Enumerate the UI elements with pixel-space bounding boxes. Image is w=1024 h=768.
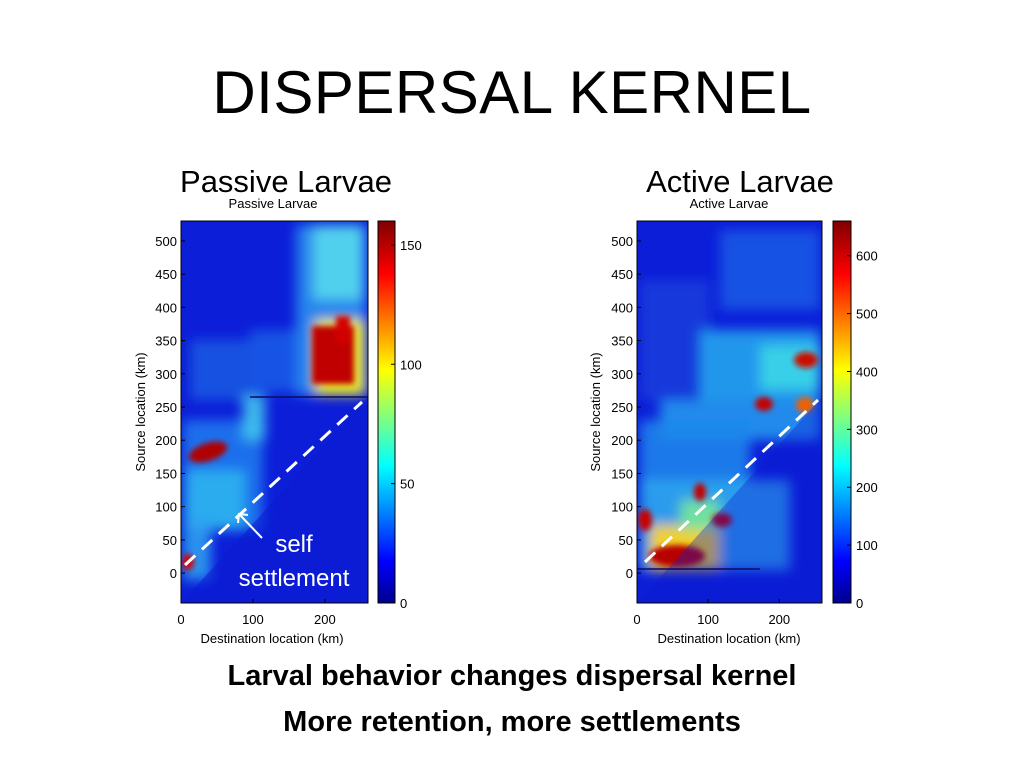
colorbar-tick-label: 100 — [856, 538, 878, 553]
hotspot — [188, 441, 228, 463]
hotspot — [336, 316, 350, 342]
lower-triangle-region — [637, 397, 822, 603]
heatmap-active-field — [637, 230, 822, 603]
heatmap-passive-ticks: 0 100 200 0 50 100 150 200 250 300 350 400 450 500 — [155, 234, 335, 627]
lower-triangle-region — [181, 397, 368, 603]
annotation-line-2: settlement — [239, 565, 350, 592]
hotspot — [694, 483, 706, 501]
heatmap-passive: Passive Larvae — [133, 196, 422, 646]
colorbar-tick-label: 150 — [400, 238, 422, 253]
colorbar-tick-label: 0 — [856, 596, 863, 611]
y-tick-label: 50 — [163, 533, 177, 548]
x-tick-label: 100 — [242, 612, 264, 627]
colorbar-tick-label: 500 — [856, 307, 878, 322]
heatmap-active-ticks: 0 100 200 0 50 100 150 200 250 300 350 400 450 500 — [611, 234, 790, 627]
heatmap-passive-title: Passive Larvae — [229, 196, 318, 211]
hotspot — [796, 397, 814, 413]
hotspot — [755, 397, 773, 411]
y-tick-label: 500 — [155, 234, 177, 249]
heatmap-passive-frame — [180, 220, 369, 604]
x-tick-label: 100 — [697, 612, 719, 627]
y-tick-label: 350 — [155, 334, 177, 349]
annotation-arrow — [239, 514, 263, 539]
y-tick-label: 200 — [155, 433, 177, 448]
y-tick-label: 300 — [611, 367, 633, 382]
x-tick-label: 200 — [768, 612, 790, 627]
slide-title: DISPERSAL KERNEL — [212, 59, 812, 126]
y-tick-label: 400 — [155, 300, 177, 315]
takeaway-line-1: Larval behavior changes dispersal kernel — [227, 660, 797, 692]
y-tick-label: 400 — [611, 300, 633, 315]
colorbar-tick-label: 200 — [856, 480, 878, 495]
y-tick-label: 150 — [611, 466, 633, 481]
heatmap-passive-field — [181, 225, 368, 603]
annotation-line-1: self — [275, 531, 313, 558]
y-tick-label: 500 — [611, 234, 633, 249]
y-tick-label: 450 — [611, 267, 633, 282]
arrowhead-icon — [237, 512, 249, 524]
colorbar-active — [832, 220, 852, 604]
self-settlement-annotation: self settlement — [237, 512, 350, 592]
hotspot — [638, 509, 652, 531]
colorbar-tick-label: 50 — [400, 477, 414, 492]
y-tick-label: 0 — [626, 566, 633, 581]
x-axis-label-passive: Destination location (km) — [200, 631, 343, 646]
x-tick-label: 0 — [633, 612, 640, 627]
heatmap-active-frame — [636, 220, 823, 604]
colorbar-active-ticks: 0 100 200 300 400 500 600 — [847, 249, 878, 611]
y-axis-label-passive: Source location (km) — [133, 352, 148, 471]
y-tick-label: 100 — [155, 500, 177, 515]
y-tick-label: 250 — [611, 400, 633, 415]
colorbar-passive — [377, 220, 396, 604]
self-settlement-diagonal — [183, 400, 364, 567]
y-tick-label: 100 — [611, 500, 633, 515]
y-tick-label: 0 — [170, 566, 177, 581]
colorbar-tick-label: 100 — [400, 357, 422, 372]
y-tick-label: 450 — [155, 267, 177, 282]
y-tick-label: 350 — [611, 334, 633, 349]
colorbar-passive-ticks: 0 50 100 150 — [391, 238, 422, 611]
heatmap-active-title: Active Larvae — [690, 196, 769, 211]
y-tick-label: 300 — [155, 367, 177, 382]
x-tick-label: 0 — [177, 612, 184, 627]
panel-heading-active: Active Larvae — [646, 164, 834, 199]
x-tick-label: 200 — [314, 612, 336, 627]
colorbar-tick-label: 300 — [856, 422, 878, 437]
y-tick-label: 150 — [155, 466, 177, 481]
self-settlement-diagonal — [643, 398, 820, 564]
x-axis-label-active: Destination location (km) — [657, 631, 800, 646]
y-tick-label: 250 — [155, 400, 177, 415]
y-axis-label-active: Source location (km) — [588, 352, 603, 471]
y-tick-label: 200 — [611, 433, 633, 448]
y-tick-label: 50 — [619, 533, 633, 548]
heatmap-active: Active Larvae — [588, 196, 878, 646]
colorbar-tick-label: 400 — [856, 364, 878, 379]
takeaway-line-2: More retention, more settlements — [283, 706, 741, 738]
colorbar-tick-label: 0 — [400, 596, 407, 611]
colorbar-tick-label: 600 — [856, 249, 878, 264]
hotspot — [794, 352, 818, 368]
hotspot — [712, 513, 732, 527]
panel-heading-passive: Passive Larvae — [180, 164, 392, 199]
hotspot — [649, 545, 705, 567]
